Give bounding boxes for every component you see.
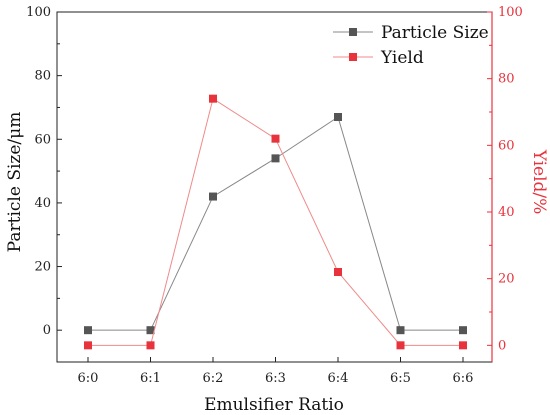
- right-y-axis-title: Yield/%: [529, 149, 549, 215]
- legend-label-yield: Yield: [380, 48, 424, 68]
- data-point-yield: [209, 94, 217, 103]
- right-y-tick-label: 40: [498, 205, 515, 220]
- data-point-particle-size: [146, 326, 155, 335]
- right-y-tick-label: 100: [498, 5, 523, 20]
- plot-frame: [56, 11, 493, 363]
- data-point-yield: [459, 341, 467, 350]
- data-point-particle-size: [396, 326, 405, 335]
- left-y-tick-label: 100: [26, 5, 51, 20]
- data-point-yield: [271, 134, 280, 143]
- data-point-particle-size: [459, 326, 467, 335]
- series-line-particle-size: [88, 116, 463, 331]
- left-y-axis-title: Particle Size/μm: [5, 112, 25, 253]
- x-tick-label: 6:0: [78, 371, 99, 386]
- data-point-yield: [84, 341, 92, 350]
- series-layer: [84, 94, 467, 350]
- legend-marker-particle-size: [349, 28, 357, 36]
- data-point-particle-size: [334, 113, 342, 121]
- data-point-particle-size: [84, 326, 92, 335]
- data-point-yield: [396, 341, 405, 350]
- legend-label-particle-size: Particle Size: [381, 23, 489, 43]
- data-point-particle-size: [271, 154, 280, 163]
- right-y-tick-label: 0: [498, 338, 506, 353]
- left-y-tick-label: 60: [34, 132, 51, 147]
- right-y-tick-label: 20: [498, 272, 515, 287]
- left-y-tick-label: 40: [34, 196, 51, 211]
- axes: 0 20 40 60 80 100 0 20 40 60 80 100 6:0 6:1 6:2 6:3 6:4 6…: [26, 5, 523, 386]
- data-point-yield: [146, 341, 155, 350]
- x-tick-label: 6:3: [265, 371, 286, 386]
- x-tick-label: 6:1: [140, 371, 161, 386]
- left-y-tick-label: 80: [34, 69, 51, 84]
- right-y-tick-label: 80: [498, 72, 515, 87]
- x-axis-title: Emulsifier Ratio: [204, 395, 344, 415]
- legend-marker-yield: [349, 53, 357, 61]
- legend: Particle Size Yield: [333, 23, 489, 68]
- left-y-tick-label: 20: [34, 260, 51, 275]
- data-point-particle-size: [209, 192, 217, 201]
- right-y-tick-label: 60: [498, 138, 515, 153]
- x-tick-label: 6:5: [390, 371, 411, 386]
- x-tick-label: 6:6: [453, 371, 474, 386]
- left-y-tick-label: 0: [43, 323, 51, 338]
- data-point-yield: [334, 268, 342, 276]
- x-tick-label: 6:2: [203, 371, 224, 386]
- x-tick-label: 6:4: [328, 371, 349, 386]
